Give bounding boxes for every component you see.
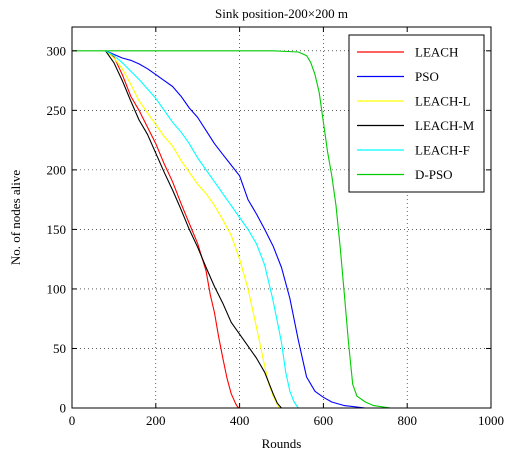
series-line-leach-l bbox=[105, 50, 280, 409]
axis-ticks: 0 200 400 600 800 1000 0 50 100 150 200 250 300 bbox=[47, 27, 504, 428]
x-tick-label: 800 bbox=[397, 413, 417, 428]
series-line-leach-m bbox=[105, 50, 282, 409]
series-line-d-pso bbox=[72, 50, 391, 409]
legend-label: LEACH-M bbox=[415, 118, 475, 133]
y-tick-label: 250 bbox=[47, 103, 67, 118]
x-axis-label: Rounds bbox=[262, 436, 302, 451]
y-tick-label: 200 bbox=[47, 162, 67, 177]
plot-frame bbox=[71, 26, 492, 409]
legend-label: LEACH-F bbox=[415, 143, 470, 158]
legend-label: LEACH bbox=[415, 45, 458, 60]
legend-label: D-PSO bbox=[415, 167, 453, 182]
x-tick-label: 600 bbox=[314, 413, 334, 428]
series-line-leach bbox=[105, 50, 240, 409]
y-tick-label: 300 bbox=[47, 43, 67, 58]
x-tick-label: 400 bbox=[230, 413, 250, 428]
chart-title: Sink position-200×200 m bbox=[215, 6, 348, 21]
y-axis-label: No. of nodes alive bbox=[8, 170, 23, 266]
x-tick-label: 1000 bbox=[478, 413, 504, 428]
legend-label: LEACH-L bbox=[415, 94, 471, 109]
y-tick-label: 100 bbox=[47, 281, 67, 296]
y-tick-label: 0 bbox=[60, 401, 67, 416]
series-line-pso bbox=[105, 50, 366, 409]
y-tick-label: 150 bbox=[47, 222, 67, 237]
series-line-leach-f bbox=[105, 50, 299, 409]
legend-label: PSO bbox=[415, 69, 439, 84]
y-tick-label: 50 bbox=[53, 341, 66, 356]
legend: LEACH PSO LEACH-L LEACH-M LEACH-F D-PSO bbox=[348, 34, 485, 193]
series-lines bbox=[72, 50, 391, 409]
x-tick-label: 200 bbox=[146, 413, 166, 428]
legend-box bbox=[348, 34, 485, 193]
x-tick-label: 0 bbox=[69, 413, 76, 428]
